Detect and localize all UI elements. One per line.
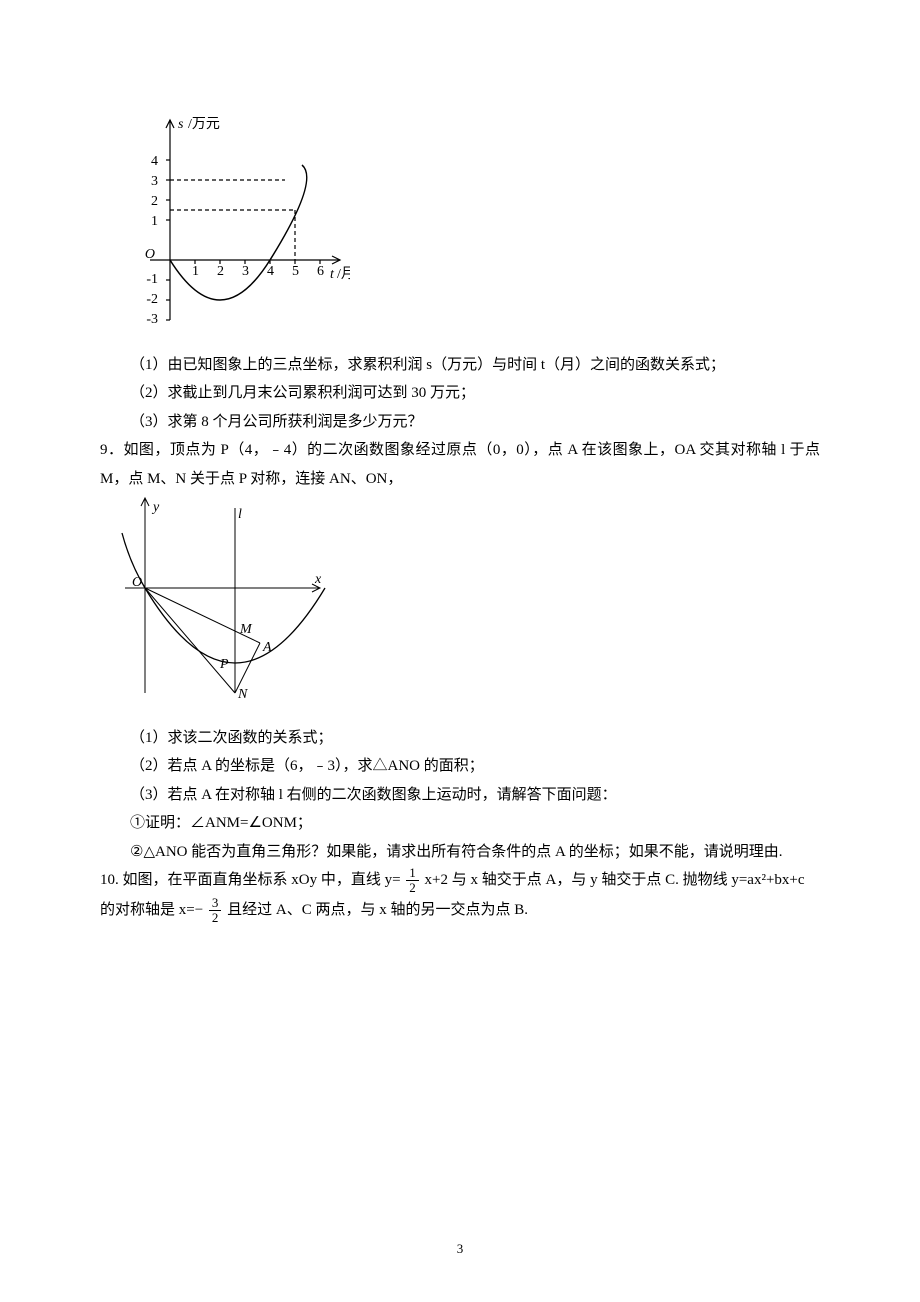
q9-sub2: （2）若点 A 的坐标是（6，﹣3），求△ANO 的面积； xyxy=(100,752,820,781)
svg-text:2: 2 xyxy=(151,194,158,209)
svg-text:3: 3 xyxy=(242,264,249,279)
svg-text:s: s xyxy=(178,117,184,132)
svg-text:-2: -2 xyxy=(146,292,158,307)
fraction-3-2: 3 2 xyxy=(209,896,222,926)
svg-text:/万元: /万元 xyxy=(188,117,220,132)
svg-text:A: A xyxy=(262,640,272,655)
q10-line2-a: 的对称轴是 x=− xyxy=(100,902,203,918)
svg-text:3: 3 xyxy=(151,174,158,189)
frac-num: 3 xyxy=(209,896,222,911)
q8-sub1: （1）由已知图象上的三点坐标，求累积利润 s（万元）与时间 t（月）之间的函数关… xyxy=(100,351,820,380)
svg-text:-3: -3 xyxy=(146,312,158,327)
q9-sub3b: ②△ANO 能否为直角三角形？如果能，请求出所有符合条件的点 A 的坐标；如果不… xyxy=(100,838,820,867)
svg-text:t: t xyxy=(330,267,335,282)
frac-den: 2 xyxy=(209,911,222,925)
q10-line1-b: x+2 与 x 轴交于点 A，与 y 轴交于点 C. 抛物线 y=ax²+bx+… xyxy=(425,872,805,888)
chart2-svg: y l x O M A P N xyxy=(120,493,330,703)
svg-text:/月: /月 xyxy=(337,266,350,282)
fraction-1-2: 1 2 xyxy=(406,866,419,896)
q8-sub3: （3）求第 8 个月公司所获利润是多少万元？ xyxy=(100,408,820,437)
svg-text:O: O xyxy=(132,575,142,590)
frac-num: 1 xyxy=(406,866,419,881)
svg-text:N: N xyxy=(237,687,248,702)
frac-den: 2 xyxy=(406,881,419,895)
svg-text:2: 2 xyxy=(217,264,224,279)
svg-text:y: y xyxy=(151,500,160,515)
q10-line1-a: 10. 如图，在平面直角坐标系 xOy 中，直线 y= xyxy=(100,872,401,888)
q9-intro: 9．如图，顶点为 P（4，﹣4）的二次函数图象经过原点（0，0），点 A 在该图… xyxy=(100,436,820,493)
svg-text:O: O xyxy=(145,247,155,262)
svg-text:l: l xyxy=(238,507,242,522)
page-number: 3 xyxy=(100,1237,820,1262)
svg-text:6: 6 xyxy=(317,264,324,279)
svg-text:1: 1 xyxy=(151,214,158,229)
q9-sub3: （3）若点 A 在对称轴 l 右侧的二次函数图象上运动时，请解答下面问题： xyxy=(100,781,820,810)
q9-sub1: （1）求该二次函数的关系式； xyxy=(100,724,820,753)
svg-text:-1: -1 xyxy=(146,272,158,287)
svg-text:x: x xyxy=(314,572,322,587)
svg-text:5: 5 xyxy=(292,264,299,279)
q10-line2-b: 且经过 A、C 两点，与 x 轴的另一交点为点 B. xyxy=(227,902,528,918)
q9-sub3a: ①证明：∠ANM=∠ONM； xyxy=(100,809,820,838)
q10-line2: 的对称轴是 x=− 3 2 且经过 A、C 两点，与 x 轴的另一交点为点 B. xyxy=(100,896,820,926)
chart1-svg: s /万元 4 3 2 1 O -1 -2 -3 1 2 3 4 5 6 t /… xyxy=(120,110,350,330)
q10-line1: 10. 如图，在平面直角坐标系 xOy 中，直线 y= 1 2 x+2 与 x … xyxy=(100,866,820,896)
profit-chart: s /万元 4 3 2 1 O -1 -2 -3 1 2 3 4 5 6 t /… xyxy=(120,110,820,341)
parabola-diagram: y l x O M A P N xyxy=(120,493,820,714)
svg-text:1: 1 xyxy=(192,264,199,279)
q8-sub2: （2）求截止到几月末公司累积利润可达到 30 万元； xyxy=(100,379,820,408)
svg-text:4: 4 xyxy=(267,264,274,279)
svg-text:M: M xyxy=(239,622,253,637)
svg-text:P: P xyxy=(219,657,229,672)
svg-text:4: 4 xyxy=(151,154,158,169)
